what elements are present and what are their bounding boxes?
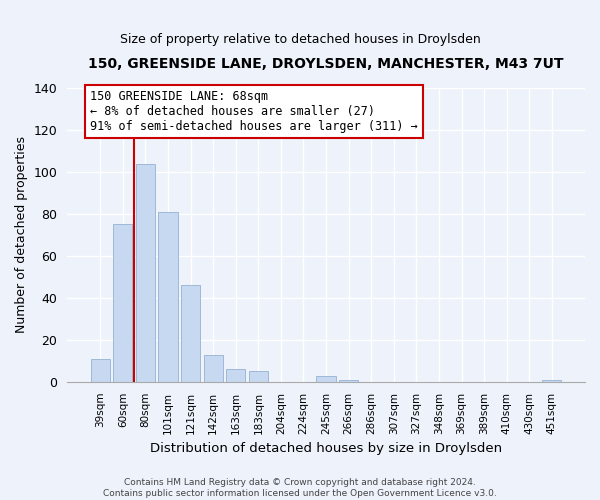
- Bar: [316, 376, 335, 382]
- Bar: [158, 212, 178, 382]
- Bar: [226, 369, 245, 382]
- Bar: [181, 286, 200, 382]
- Y-axis label: Number of detached properties: Number of detached properties: [15, 136, 28, 334]
- X-axis label: Distribution of detached houses by size in Droylsden: Distribution of detached houses by size …: [150, 442, 502, 455]
- Title: 150, GREENSIDE LANE, DROYLSDEN, MANCHESTER, M43 7UT: 150, GREENSIDE LANE, DROYLSDEN, MANCHEST…: [88, 58, 564, 71]
- Bar: [136, 164, 155, 382]
- Bar: [91, 358, 110, 382]
- Bar: [203, 354, 223, 382]
- Bar: [339, 380, 358, 382]
- Bar: [542, 380, 562, 382]
- Bar: [249, 372, 268, 382]
- Text: 150 GREENSIDE LANE: 68sqm
← 8% of detached houses are smaller (27)
91% of semi-d: 150 GREENSIDE LANE: 68sqm ← 8% of detach…: [90, 90, 418, 133]
- Text: Size of property relative to detached houses in Droylsden: Size of property relative to detached ho…: [119, 32, 481, 46]
- Bar: [113, 224, 133, 382]
- Text: Contains HM Land Registry data © Crown copyright and database right 2024.
Contai: Contains HM Land Registry data © Crown c…: [103, 478, 497, 498]
